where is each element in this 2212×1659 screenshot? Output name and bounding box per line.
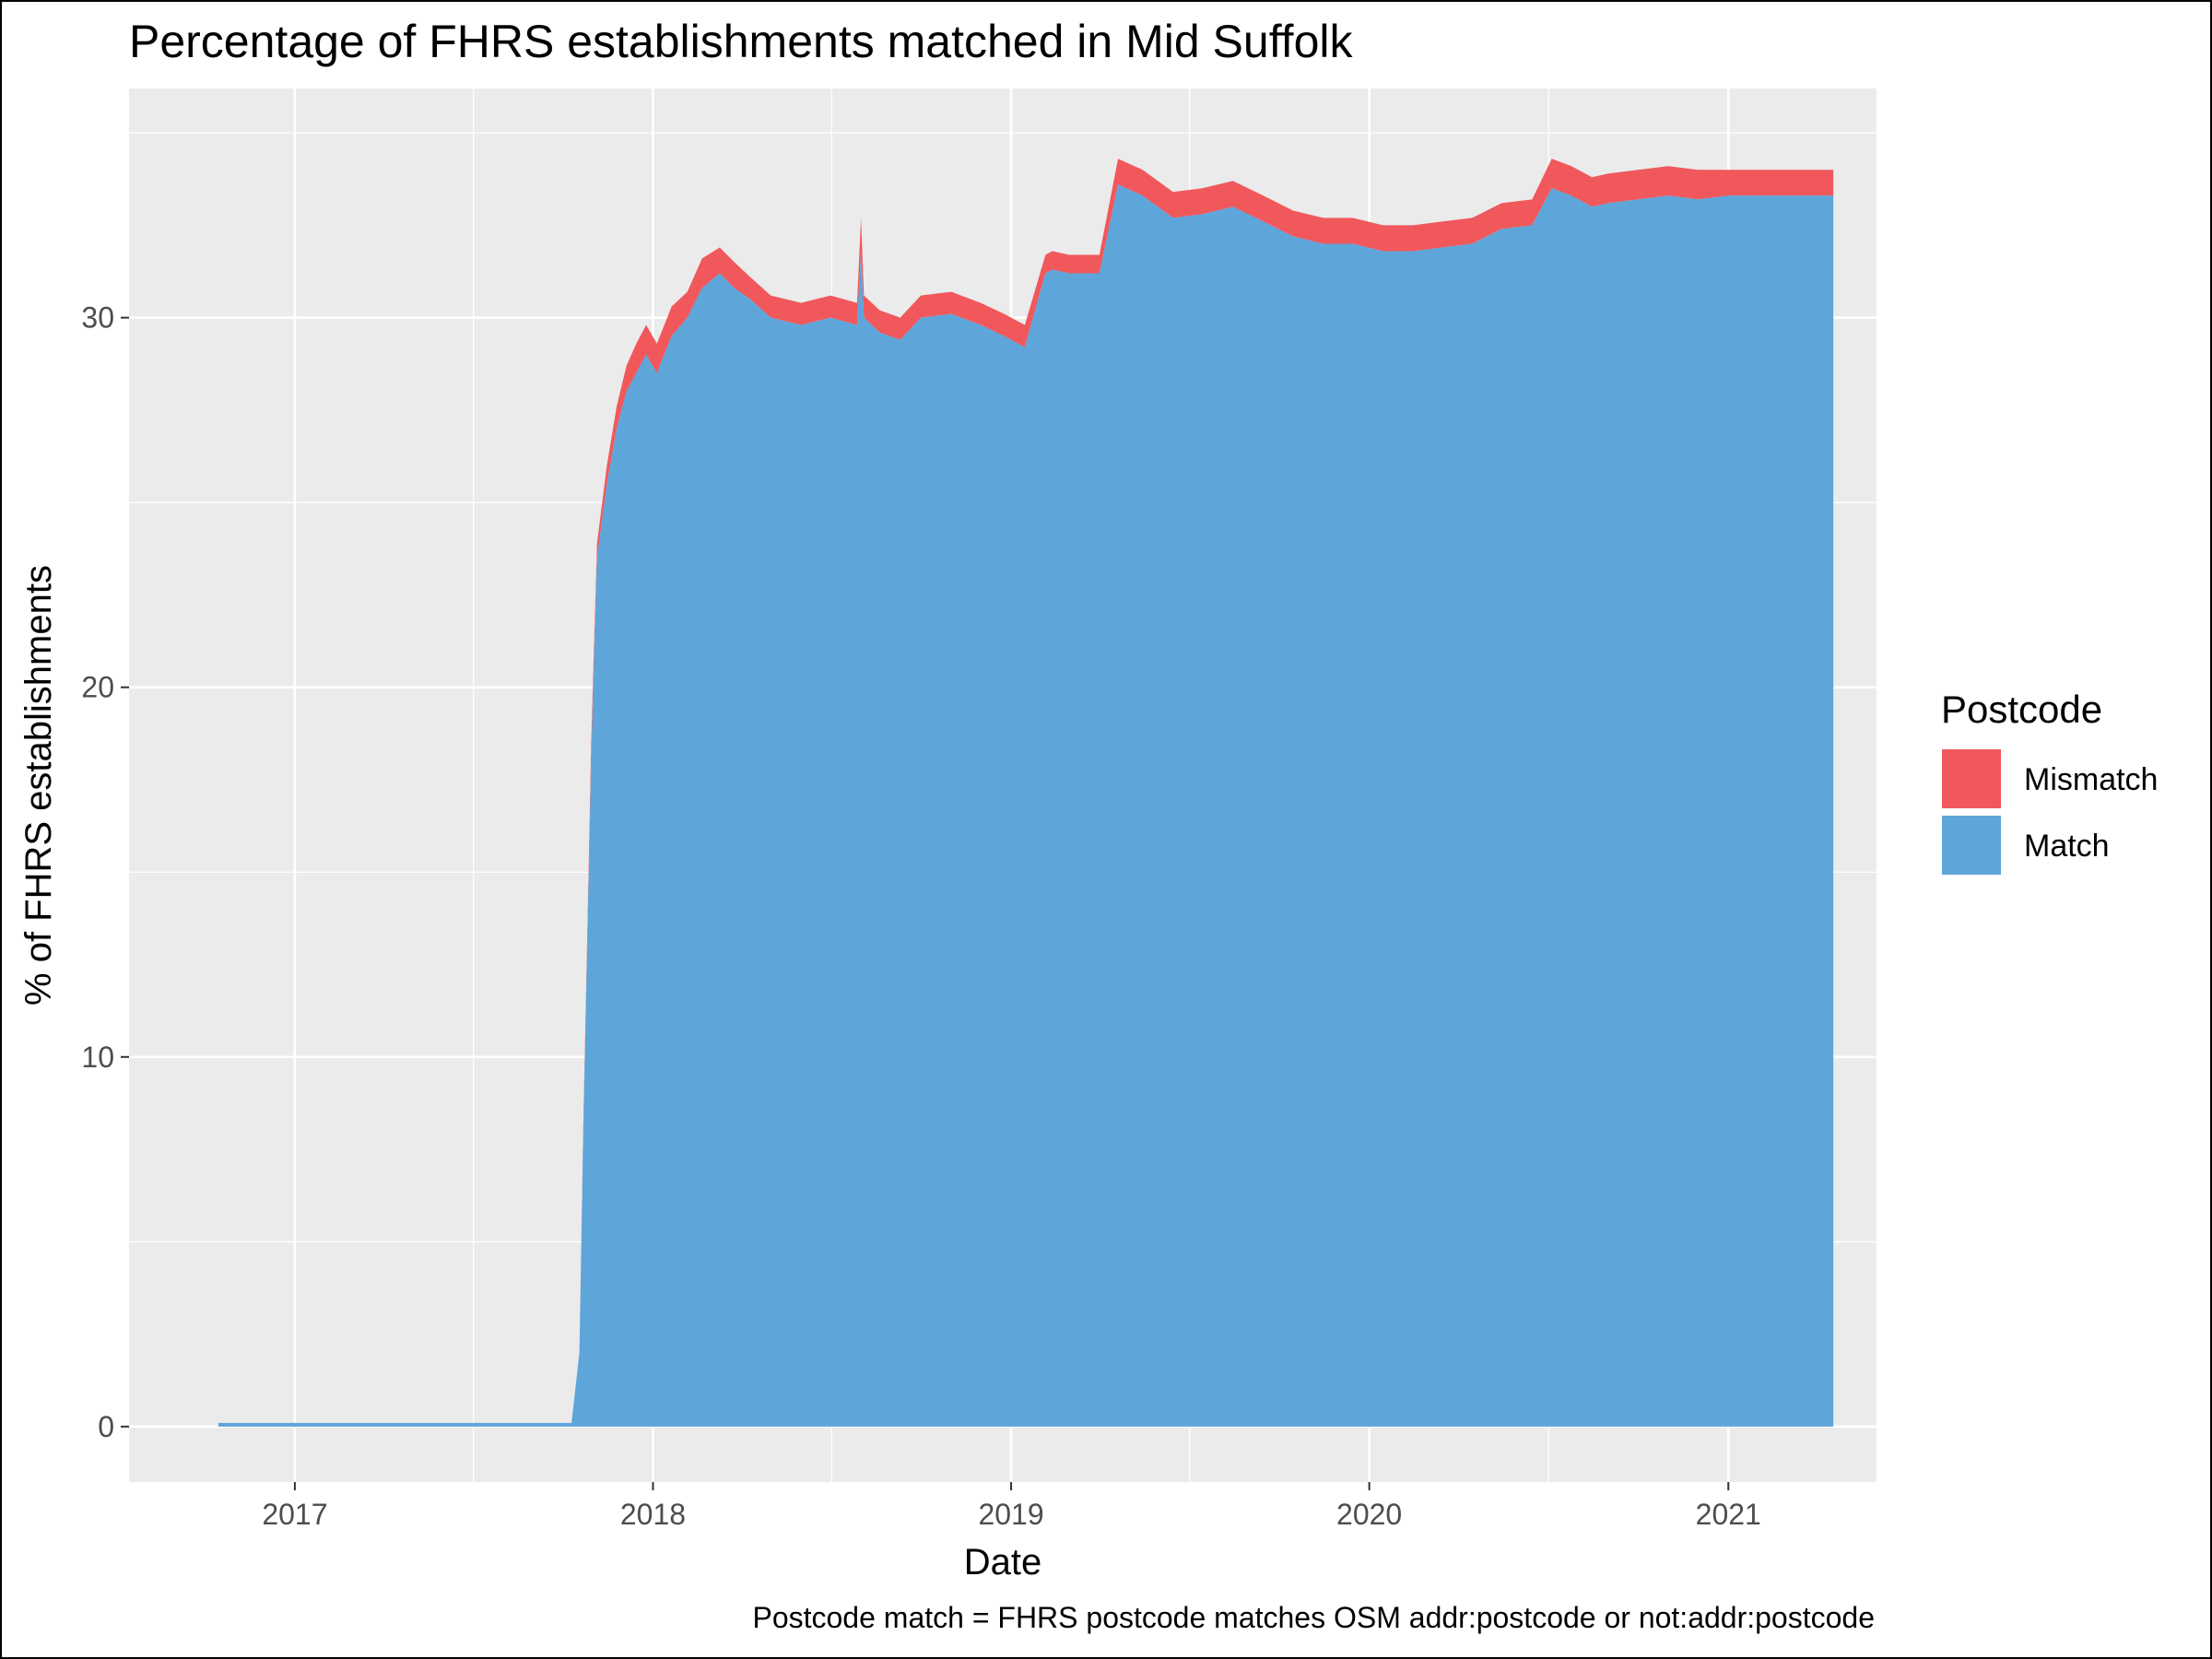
series-area-match — [218, 184, 1834, 1427]
legend-label-match: Match — [2024, 829, 2110, 864]
y-axis: 0 10 20 30 — [81, 301, 129, 1443]
legend: Postcode Mismatch Match — [1940, 688, 2158, 877]
y-tick-label: 20 — [81, 671, 114, 704]
y-tick-label: 10 — [81, 1041, 114, 1074]
legend-swatch-mismatch — [1940, 747, 2003, 810]
stacked-areas — [218, 159, 1834, 1427]
x-tick-label: 2019 — [978, 1498, 1043, 1531]
y-tick-label: 0 — [98, 1410, 114, 1443]
y-axis-title: % of FHRS establishments — [18, 565, 59, 1006]
legend-swatch-match — [1940, 814, 2003, 877]
y-tick-label: 30 — [81, 301, 114, 335]
x-tick-label: 2020 — [1336, 1498, 1402, 1531]
x-tick-label: 2017 — [262, 1498, 327, 1531]
x-tick-label: 2018 — [620, 1498, 686, 1531]
legend-label-mismatch: Mismatch — [2024, 762, 2158, 797]
legend-title: Postcode — [1941, 688, 2102, 731]
chart-title: Percentage of FHRS establishments matche… — [129, 16, 1353, 67]
x-tick-label: 2021 — [1696, 1498, 1761, 1531]
caption: Postcode match = FHRS postcode matches O… — [752, 1601, 1875, 1634]
x-axis: 2017 2018 2019 2020 2021 — [262, 1482, 1761, 1531]
x-axis-title: Date — [964, 1542, 1042, 1583]
